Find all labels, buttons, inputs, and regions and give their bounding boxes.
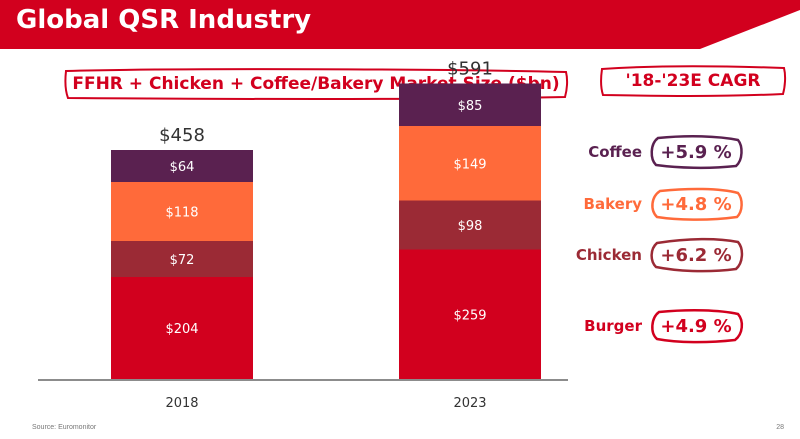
cagr-value-bakery: +4.8 % [660, 193, 732, 215]
cagr-badge-outline [650, 237, 744, 273]
chart-title-outline [64, 68, 569, 100]
bar-segment-burger-2023 [399, 249, 541, 379]
cagr-value-burger: +4.9 % [660, 315, 732, 337]
bar-segment-coffee-2023 [399, 83, 541, 126]
cagr-badge-burger: +4.9 % [648, 308, 744, 344]
legend-label-coffee: Coffee [588, 143, 642, 161]
data-label-chicken-2018: $72 [170, 253, 195, 268]
cagr-title: '18-'23E CAGR [625, 71, 761, 91]
data-label-bakery-2018: $118 [165, 206, 198, 221]
bar-group: $204 $72 $118 $64 $458 2018 $259 $98 $149 $85 $591… [111, 59, 541, 411]
legend-label-chicken: Chicken [575, 246, 642, 264]
data-label-coffee-2023: $85 [458, 99, 483, 114]
cagr-badge-bakery: +4.8 % [648, 186, 744, 222]
bar-segment-bakery-2018 [111, 182, 253, 241]
x-tick-label-2023: 2023 [453, 396, 486, 411]
total-label-2018: $458 [159, 125, 205, 146]
bar-segment-coffee-2018 [111, 150, 253, 182]
cagr-badge-coffee: +5.9 % [648, 134, 744, 170]
legend-label-burger: Burger [584, 317, 642, 335]
cagr-badge-outline [650, 135, 743, 170]
cagr-value-coffee: +5.9 % [660, 141, 732, 163]
data-label-bakery-2023: $149 [453, 157, 486, 172]
page-title: Global QSR Industry [16, 5, 312, 35]
bar-segment-burger-2018 [111, 277, 253, 379]
bar-segment-chicken-2018 [111, 241, 253, 277]
cagr-badge-outline [651, 187, 743, 221]
bar-segment-chicken-2023 [399, 200, 541, 250]
data-label-burger-2023: $259 [453, 308, 486, 323]
legend-label-bakery: Bakery [583, 195, 642, 213]
page-number: 28 [776, 424, 784, 431]
x-tick-label-2018: 2018 [165, 396, 198, 411]
title-banner: Global QSR Industry [0, 0, 800, 49]
cagr-title-outline [600, 65, 787, 97]
cagr-badge-chicken: +6.2 % [648, 237, 744, 273]
data-label-chicken-2023: $98 [458, 219, 483, 234]
cagr-badge-outline [651, 309, 744, 344]
data-label-burger-2018: $204 [165, 322, 198, 337]
cagr-value-chicken: +6.2 % [660, 244, 732, 266]
bar-segment-bakery-2023 [399, 126, 541, 201]
data-label-coffee-2018: $64 [170, 160, 195, 175]
source-note: Source: Euromonitor [32, 424, 97, 431]
cagr-title-box: '18-'23E CAGR [598, 63, 788, 99]
banner-shape [0, 0, 800, 49]
total-label-2023: $591 [447, 59, 493, 80]
